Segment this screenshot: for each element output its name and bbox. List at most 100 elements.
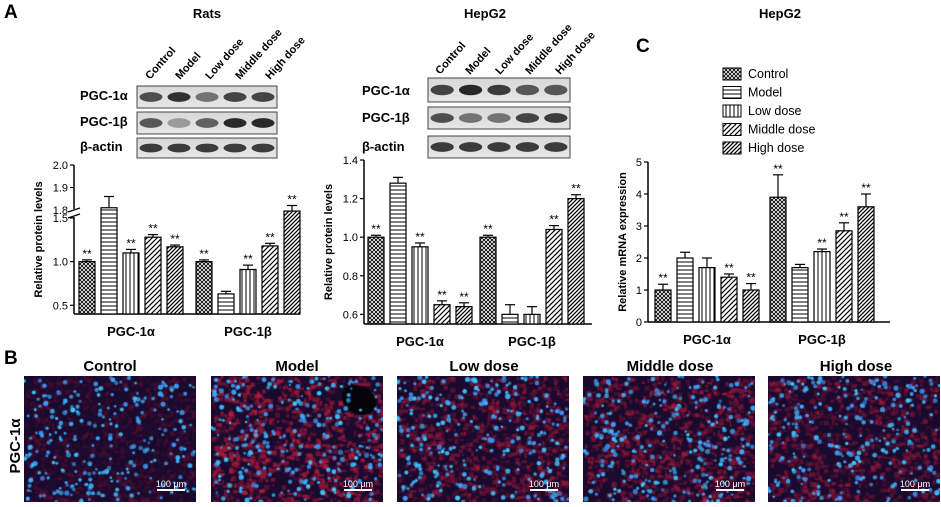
y-tick-label: 5 [636,157,642,169]
y-tick-label: 1.0 [343,232,358,244]
blot-band [458,142,483,152]
blot-band [487,142,511,152]
micro-title-middle: Middle dose [627,358,714,375]
y-tick-label: 0.8 [343,271,358,283]
y-tick-label: 1.9 [53,183,68,195]
hepg2-mrna-bar-chart: 0 1 2 3 4 5 Relative mRNA expression ** ** ** PGC-… [617,157,890,347]
axis-break-gap [68,209,80,217]
blot-band [487,84,511,96]
blot-band [544,113,568,123]
bar-high-dose [166,246,184,315]
rats-blot-label-actin: β-actin [80,139,123,154]
rats-title: Rats [193,6,221,21]
blot-band [223,143,247,153]
blot-band [458,113,483,123]
y-tick-label: 1.0 [53,257,68,269]
blot-band [251,143,275,153]
bar-high-dose [283,210,301,315]
hepg2-blot-pgc1a [427,77,571,103]
rats-blot-pgc1b [136,111,278,135]
legend-label: Middle dose [748,123,815,137]
legend-swatch-high-dose [722,141,742,155]
significance-label: ** [82,247,92,261]
significance-label: ** [571,182,581,196]
bar-control [479,236,497,325]
bar-control [769,196,787,323]
significance-label: ** [483,222,493,236]
blot-band [167,143,191,153]
significance-label: ** [371,222,381,236]
hepg2-lane-label-control: Control [433,40,468,77]
significance-label: ** [773,162,783,176]
significance-label: ** [817,236,827,250]
category-label: PGC-1α [683,332,731,347]
y-tick-label: 0.6 [343,309,358,321]
category-label: PGC-1α [396,334,444,349]
micro-image-low [397,376,569,502]
bar-model [791,267,809,323]
y-tick-label: 1.5 [53,213,68,225]
y-tick-label: 1.2 [343,194,358,206]
blot-band [139,92,163,102]
blot-band [430,113,454,123]
axis-break-mark [67,213,81,219]
blot-band [515,142,540,152]
hepg2-blot-label-pgc1b: PGC-1β [362,110,410,125]
legend-swatch-middle-dose [722,123,742,136]
y-tick-label: 2 [636,253,642,265]
blot-band [458,84,483,96]
legend-swatch-low-dose [722,104,742,118]
y-axis-label: Relative protein levels [323,184,335,300]
significance-label: ** [415,230,425,244]
significance-label: ** [658,271,668,285]
legend-label: High dose [748,141,804,155]
y-tick-label: 4 [636,189,642,201]
bar-low-dose [523,313,541,325]
bar-model [389,182,407,325]
bar-model [217,293,235,315]
category-label: PGC-1α [107,324,155,339]
bar-high-dose [567,197,585,325]
bar-high-dose [857,206,875,323]
bar-middle-dose [720,276,738,323]
y-tick-label: 0 [636,317,642,329]
legend: Control Model Low dose Middle dose High dose [722,67,815,155]
rats-blot-label-pgc1b: PGC-1β [80,114,128,129]
micro-image-control [24,376,196,502]
significance-label: ** [839,210,849,224]
micro-title-model: Model [275,358,318,375]
blot-band [430,142,454,152]
significance-label: ** [148,222,158,236]
rats-blot-label-pgc1a: PGC-1α [80,88,128,103]
blot-band [223,92,247,102]
significance-label: ** [287,193,297,207]
micro-image-high [768,376,940,502]
bar-low-dose [698,267,716,323]
significance-label: ** [724,261,734,275]
significance-label: ** [437,288,447,302]
legend-label: Control [748,67,788,81]
bar-high-dose [455,306,473,325]
legend-swatch-control [722,67,742,81]
y-tick-label: 1.4 [343,155,358,167]
legend-label: Low dose [748,104,802,118]
rats-blot-pgc1a [136,85,278,109]
y-axis-label: Relative mRNA expression [617,172,629,312]
hepg2-blot-pgc1b [427,106,571,130]
significance-label: ** [265,230,275,244]
blot-band [139,143,163,153]
blot-band [167,118,191,128]
y-axis-label: Relative protein levels [33,181,45,297]
blot-band [251,92,275,102]
panel-label-a: A [4,2,18,23]
significance-label: ** [199,247,209,261]
rats-blot-actin [136,137,278,159]
axis-break-mark [67,207,81,213]
bar-low-dose [122,252,140,315]
rats-western-blot: Control Model Low dose Middle dose High … [80,27,308,159]
blot-band [515,84,540,96]
blot-band [139,118,163,128]
blot-band [167,92,191,102]
hepg2-mrna-title: HepG2 [759,6,801,21]
blot-band [430,84,454,96]
